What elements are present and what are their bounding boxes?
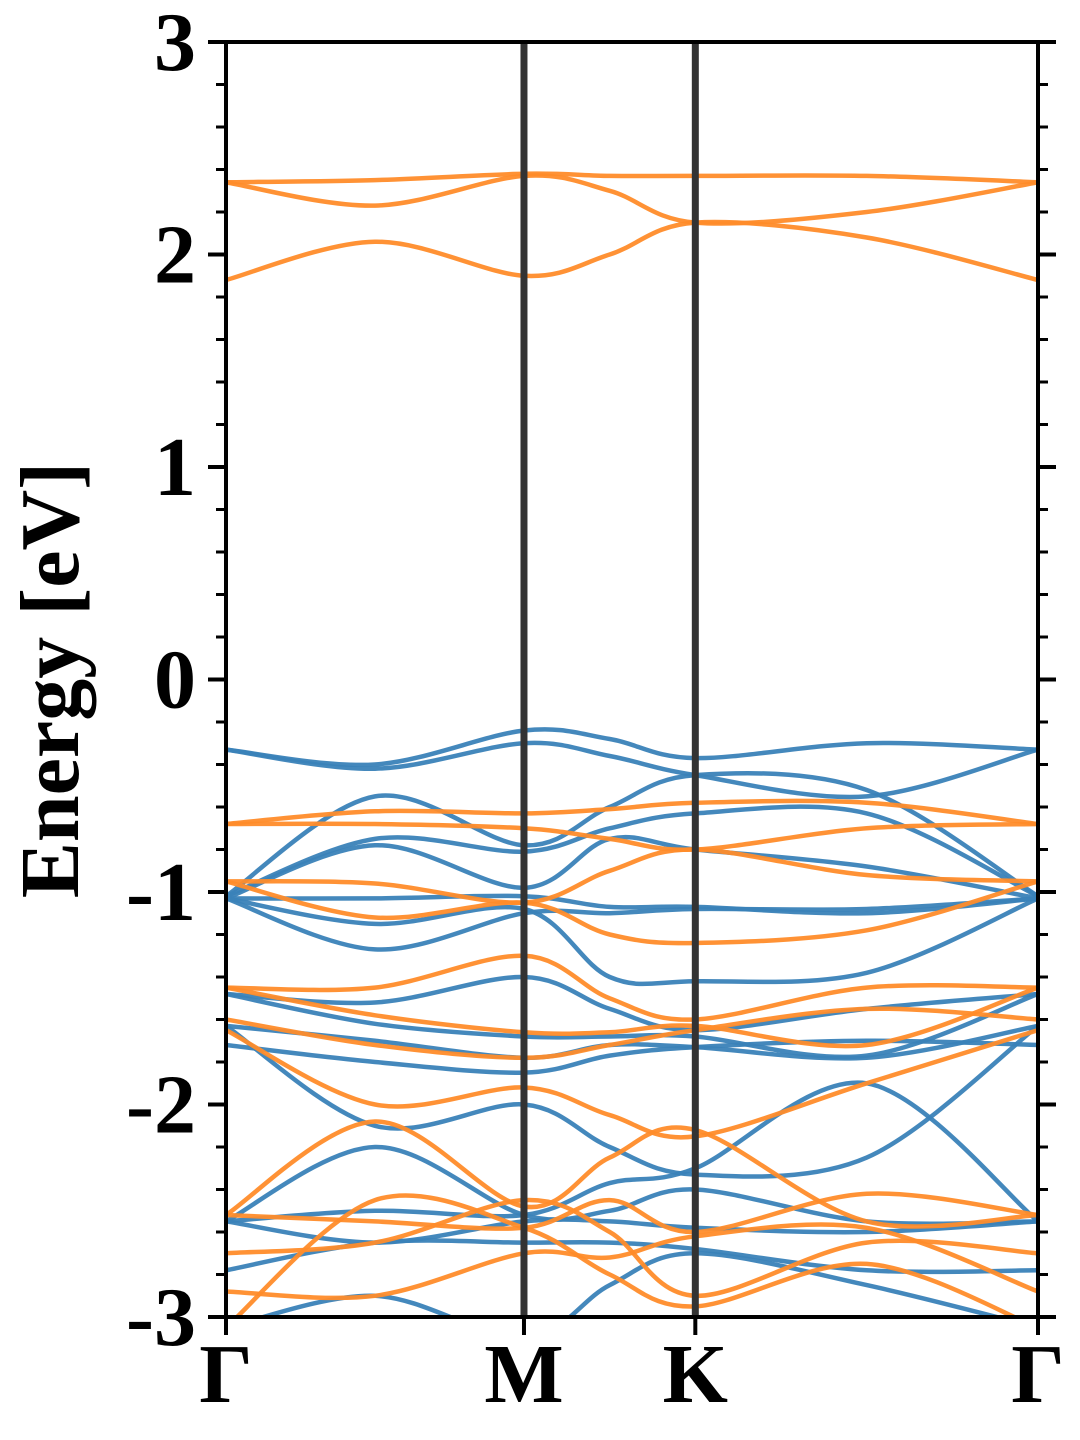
band-line-orange-25 (226, 953, 1038, 1022)
band-line-blue-6 (226, 896, 1038, 987)
y-tick-label: 2 (154, 209, 196, 302)
band-line-blue-9 (226, 991, 1038, 1060)
y-minor-ticks (216, 83, 1048, 1276)
band-line-orange-30 (226, 1191, 1038, 1235)
x-tick-label: K (663, 1328, 728, 1421)
band-line-orange-31 (226, 1197, 1038, 1299)
y-major-ticks (208, 40, 1056, 1319)
band-lines (226, 171, 1038, 1317)
y-tick-label: -1 (126, 846, 196, 939)
band-line-orange-33 (233, 1193, 1020, 1317)
band-line-blue-1 (226, 740, 1038, 800)
band-line-orange-32 (226, 1222, 1038, 1301)
band-line-blue-3 (226, 804, 1038, 899)
x-tick-label: Γ (199, 1328, 252, 1421)
band-line-blue-7 (226, 896, 1038, 952)
y-tick-label: 3 (154, 0, 196, 89)
y-tick-label: -2 (126, 1059, 196, 1152)
band-line-orange-19 (226, 171, 1038, 185)
band-line-blue-0 (226, 727, 1038, 768)
y-tick-label: 0 (154, 634, 196, 727)
x-tick-label: M (484, 1328, 563, 1421)
x-tick-label: Γ (1011, 1328, 1064, 1421)
band-line-blue-4 (226, 893, 1038, 916)
high-symmetry-lines (520, 42, 699, 1317)
band-line-orange-21 (226, 798, 1038, 827)
band-line-orange-26 (226, 985, 1038, 1049)
x-ticks (224, 1317, 1040, 1335)
band-line-blue-13 (226, 1080, 1038, 1224)
y-tick-label: -3 (126, 1271, 196, 1364)
band-line-blue-12 (226, 1024, 1038, 1179)
band-line-orange-20 (226, 219, 1038, 283)
band-line-blue-11 (226, 1038, 1038, 1075)
band-line-orange-24 (226, 879, 1038, 946)
y-tick-labels: -3 -2 -1 0 1 2 3 (126, 0, 196, 1364)
band-line-orange-29 (226, 1119, 1038, 1229)
y-tick-label: 1 (154, 421, 196, 514)
band-line-orange-28 (226, 1027, 1038, 1140)
y-axis-label: Energy [eV] (4, 462, 97, 898)
band-line-orange-23 (226, 847, 1038, 905)
band-line-orange-27 (226, 1006, 1038, 1061)
band-line-orange-22 (226, 821, 1038, 852)
band-line-orange-18 (226, 173, 1038, 226)
